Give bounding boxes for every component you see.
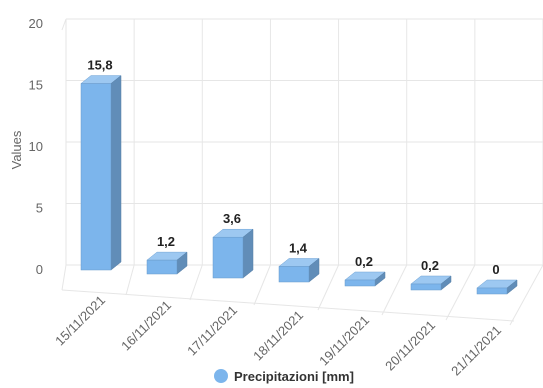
x-tick-label: 16/11/2021 (118, 298, 174, 354)
gridline-floor (125, 264, 135, 296)
data-label: 3,6 (223, 211, 241, 226)
bar[interactable] (410, 275, 452, 291)
data-label: 1,2 (157, 234, 175, 249)
legend-marker (214, 369, 228, 383)
legend-label: Precipitazioni [mm] (234, 369, 354, 384)
floor-front-edge (61, 289, 515, 322)
gridline-floor (317, 264, 340, 311)
x-axis: 15/11/2021 16/11/2021 17/11/2021 18/11/2021… (52, 293, 504, 379)
data-label: 0 (492, 262, 499, 277)
bar-front-face (80, 83, 112, 271)
bar[interactable] (80, 75, 122, 271)
gridline-side (61, 18, 67, 31)
bar[interactable] (212, 228, 254, 279)
bar[interactable] (476, 279, 518, 295)
bar[interactable] (146, 251, 188, 275)
grid (61, 18, 543, 326)
data-label: 0,2 (355, 254, 373, 269)
gridline-floor (509, 264, 543, 326)
bar-front-face (410, 283, 442, 291)
y-tick-label: 5 (36, 201, 43, 216)
gridline-floor (253, 264, 271, 306)
bar-front-face (344, 279, 376, 287)
gridline-floor (445, 264, 476, 321)
gridline-floor (189, 264, 203, 301)
bar-front-face (146, 259, 178, 275)
x-tick-label: 21/11/2021 (448, 323, 504, 379)
data-label: 1,4 (289, 240, 308, 255)
x-tick-label: 15/11/2021 (52, 293, 108, 349)
bar-side-face (110, 75, 122, 271)
legend[interactable]: Precipitazioni [mm] (214, 369, 354, 384)
y-tick-label: 15 (29, 78, 43, 93)
bar-front-face (278, 266, 310, 283)
y-tick-label: 0 (36, 262, 43, 277)
bar-side-face (242, 228, 254, 279)
bar-front-face (476, 287, 508, 295)
bars: 15,8 1,2 3,6 1,4 0,2 0,2 0 (80, 58, 518, 295)
gridline-floor (61, 264, 67, 291)
x-tick-label: 20/11/2021 (382, 318, 438, 374)
bar[interactable] (278, 257, 320, 283)
gridline-floor (381, 264, 408, 316)
bar[interactable] (344, 271, 386, 287)
y-axis-label: Values (9, 130, 24, 169)
x-tick-label: 17/11/2021 (184, 303, 240, 359)
bar-front-face (212, 236, 244, 279)
y-tick-label: 10 (29, 139, 43, 154)
data-label: 0,2 (421, 258, 439, 273)
data-label: 15,8 (87, 58, 112, 73)
x-tick-label: 19/11/2021 (316, 313, 372, 369)
y-axis: Values 0 5 10 15 20 (9, 16, 43, 277)
y-tick-label: 20 (29, 16, 43, 31)
x-tick-label: 18/11/2021 (250, 308, 306, 364)
